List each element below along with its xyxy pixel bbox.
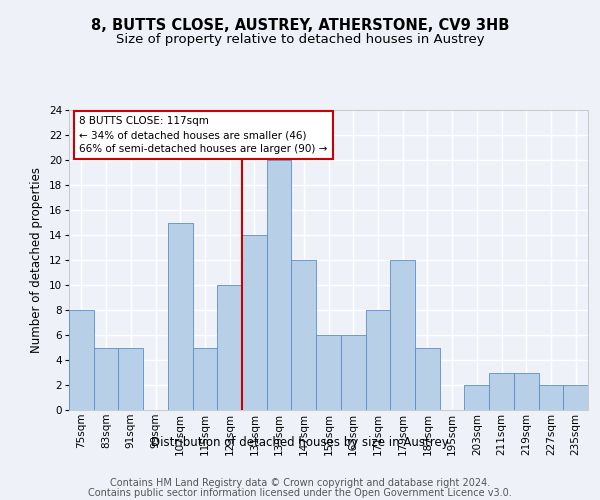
Bar xyxy=(514,372,539,410)
Bar xyxy=(489,372,514,410)
Text: Contains public sector information licensed under the Open Government Licence v3: Contains public sector information licen… xyxy=(88,488,512,498)
Bar xyxy=(193,348,217,410)
Bar xyxy=(69,310,94,410)
Bar xyxy=(341,335,365,410)
Bar xyxy=(539,385,563,410)
Bar xyxy=(292,260,316,410)
Bar xyxy=(94,348,118,410)
Text: Contains HM Land Registry data © Crown copyright and database right 2024.: Contains HM Land Registry data © Crown c… xyxy=(110,478,490,488)
Bar xyxy=(464,385,489,410)
Bar xyxy=(217,285,242,410)
Bar xyxy=(563,385,588,410)
Bar xyxy=(415,348,440,410)
Text: Size of property relative to detached houses in Austrey: Size of property relative to detached ho… xyxy=(116,32,484,46)
Bar xyxy=(316,335,341,410)
Bar xyxy=(267,160,292,410)
Bar xyxy=(168,222,193,410)
Text: 8, BUTTS CLOSE, AUSTREY, ATHERSTONE, CV9 3HB: 8, BUTTS CLOSE, AUSTREY, ATHERSTONE, CV9… xyxy=(91,18,509,32)
Bar xyxy=(118,348,143,410)
Bar xyxy=(390,260,415,410)
Bar xyxy=(242,235,267,410)
Bar xyxy=(365,310,390,410)
Text: 8 BUTTS CLOSE: 117sqm
← 34% of detached houses are smaller (46)
66% of semi-deta: 8 BUTTS CLOSE: 117sqm ← 34% of detached … xyxy=(79,116,328,154)
Y-axis label: Number of detached properties: Number of detached properties xyxy=(30,167,43,353)
Text: Distribution of detached houses by size in Austrey: Distribution of detached houses by size … xyxy=(151,436,449,449)
